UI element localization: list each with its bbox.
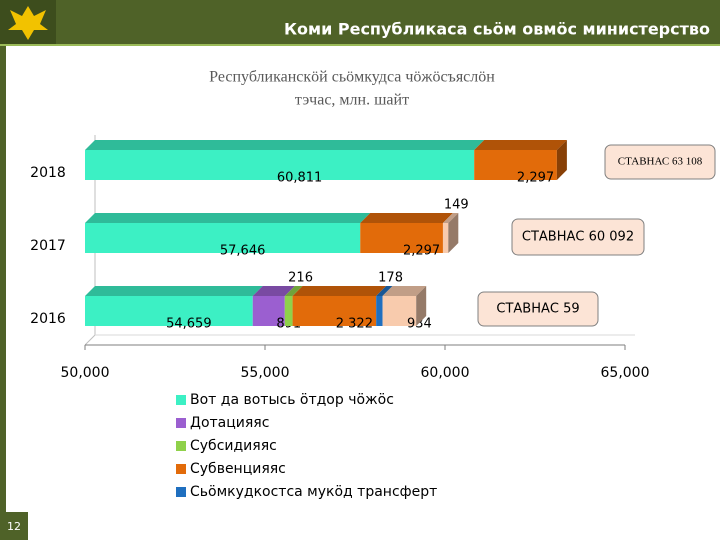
legend-label: Субсидияяс — [190, 438, 277, 454]
data-label: 54,659 — [166, 317, 212, 332]
header-rule — [0, 44, 720, 46]
side-bar — [0, 46, 6, 540]
bar-top — [292, 286, 387, 296]
bar-top — [85, 140, 485, 150]
x-tick-label: 65,000 — [601, 365, 650, 381]
legend-label: Субвенцияяс — [190, 461, 286, 477]
total-box — [477, 291, 599, 327]
bar-top — [376, 286, 393, 296]
legend-label: Сьӧмкудкостса мукӧд трансферт — [190, 484, 437, 500]
bar — [292, 296, 377, 326]
x-tick-label: 50,000 — [61, 365, 110, 381]
total-box — [511, 218, 645, 256]
bar-top — [85, 213, 371, 223]
y-tick-label: 2018 — [30, 165, 66, 181]
data-label: 934 — [407, 317, 432, 332]
bar — [85, 296, 253, 326]
bar — [85, 223, 361, 253]
data-label: 60,811 — [277, 171, 323, 186]
page-number-box — [0, 512, 28, 540]
legend-swatch — [176, 487, 186, 497]
total-label: СТАВНАС 60 092 — [522, 230, 634, 245]
bar — [252, 296, 285, 326]
bar — [284, 296, 293, 326]
bar-side — [416, 286, 427, 326]
legend-swatch — [176, 464, 186, 474]
data-label: 2,297 — [517, 171, 554, 186]
legend-label: Вот да вотысь ӧтдор чӧжӧс — [190, 392, 394, 408]
legend-swatch — [176, 418, 186, 428]
bar-top — [474, 140, 567, 150]
header-bar — [0, 0, 720, 44]
data-label: 216 — [288, 271, 313, 286]
bar-top — [85, 286, 263, 296]
chart-title: тэчас, млн. шайт — [295, 92, 409, 109]
legend-swatch — [176, 395, 186, 405]
data-label: 2,297 — [403, 244, 440, 259]
total-box — [604, 144, 716, 180]
chart-title: Республиканскӧй сьӧмкудса чӧжӧсъяслӧн — [209, 69, 495, 86]
bar — [474, 150, 557, 180]
bar-top — [252, 286, 295, 296]
bar-top — [360, 213, 453, 223]
bar — [376, 296, 383, 326]
legend-label: Дотацияяс — [190, 415, 269, 431]
header-title: Коми Республикаса сьӧм овмӧс министерств… — [284, 20, 710, 39]
bar — [382, 296, 417, 326]
legend-swatch — [176, 441, 186, 451]
bar-top — [284, 286, 303, 296]
total-label: СТАВНАС 63 108 — [618, 156, 703, 168]
bar — [360, 223, 443, 253]
data-label: 178 — [378, 271, 403, 286]
x-tick-label: 55,000 — [241, 365, 290, 381]
page-number: 12 — [7, 520, 21, 533]
bar-side — [556, 140, 567, 180]
y-tick-label: 2016 — [30, 311, 66, 327]
data-label: 149 — [444, 198, 469, 213]
bar-side — [448, 213, 459, 253]
bar — [442, 223, 449, 253]
y-tick-label: 2017 — [30, 238, 66, 254]
total-label: СТАВНАС 59 — [496, 302, 579, 317]
bar — [85, 150, 475, 180]
x-tick-label: 60,000 — [421, 365, 470, 381]
data-label: 2 322 — [336, 317, 373, 332]
logo — [0, 0, 56, 44]
data-label: 57,646 — [220, 244, 266, 259]
bar-top — [382, 286, 427, 296]
bar-top — [442, 213, 459, 223]
